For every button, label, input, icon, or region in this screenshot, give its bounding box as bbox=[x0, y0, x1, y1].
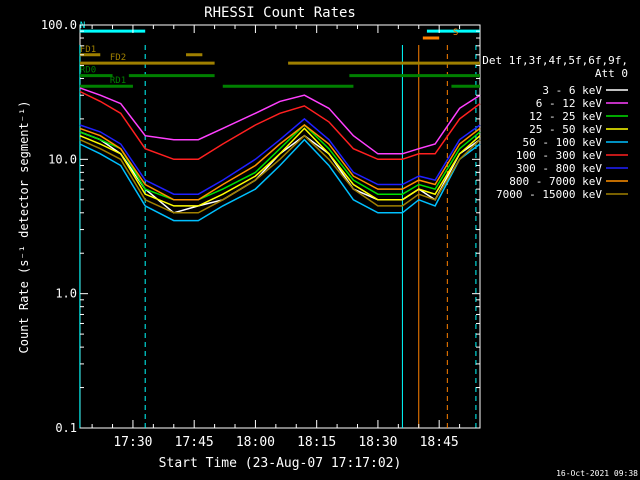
flag-bar-label-3: FD2 bbox=[110, 53, 126, 63]
legend-label-1: 6 - 12 keV bbox=[536, 97, 603, 110]
series-line-1 bbox=[79, 87, 481, 155]
chart-title: RHESSI Count Rates bbox=[204, 5, 356, 21]
flag-bar-label-5: RD1 bbox=[110, 76, 126, 86]
x-axis-label: Start Time (23-Aug-07 17:17:02) bbox=[159, 456, 402, 471]
series-line-6 bbox=[79, 117, 481, 195]
flag-bar-label-2: FD1 bbox=[80, 45, 96, 55]
y-tick-label-3: 100.0 bbox=[41, 18, 77, 32]
footer-timestamp: 16-Oct-2021 09:38 bbox=[556, 469, 638, 478]
flag-bar-label-0: N bbox=[80, 21, 85, 31]
flag-bar-label-4: RD0 bbox=[80, 66, 96, 76]
legend-header-0: Det 1f,3f,4f,5f,6f,9f, bbox=[482, 54, 628, 67]
x-tick-label-0: 17:30 bbox=[113, 435, 152, 450]
legend-label-6: 300 - 800 keV bbox=[516, 162, 602, 175]
y-axis-label: Count Rate (s⁻¹ detector segment⁻¹) bbox=[17, 101, 31, 354]
series-line-2 bbox=[79, 123, 481, 201]
flag-bars: N S FD1 FD2 RD0 RD1 bbox=[79, 21, 480, 88]
legend-label-8: 7000 - 15000 keV bbox=[496, 188, 602, 201]
x-axis-ticks: 17:30 17:45 18:00 18:15 18:30 18:45 bbox=[91, 25, 461, 450]
legend-label-3: 25 - 50 keV bbox=[529, 123, 602, 136]
x-tick-label-5: 18:45 bbox=[420, 435, 459, 450]
x-tick-label-2: 18:00 bbox=[236, 435, 275, 450]
series-line-4 bbox=[79, 138, 481, 222]
x-tick-label-1: 17:45 bbox=[175, 435, 214, 450]
x-tick-label-3: 18:15 bbox=[297, 435, 336, 450]
series-line-7 bbox=[79, 124, 481, 201]
legend-label-4: 50 - 100 keV bbox=[523, 136, 603, 149]
series-line-3 bbox=[79, 127, 481, 207]
y-tick-label-0: 0.1 bbox=[55, 421, 77, 435]
y-tick-label-1: 1.0 bbox=[55, 287, 77, 301]
legend-label-2: 12 - 25 keV bbox=[529, 110, 602, 123]
vertical-markers bbox=[79, 45, 477, 428]
legend-label-0: 3 - 6 keV bbox=[542, 84, 602, 97]
series-lines bbox=[79, 87, 481, 222]
y-tick-label-2: 10.0 bbox=[48, 152, 77, 166]
legend-label-5: 100 - 300 keV bbox=[516, 149, 602, 162]
legend-label-7: 800 - 7000 keV bbox=[509, 175, 602, 188]
y-axis-ticks: 0.1 1.0 10.0 100.0 bbox=[41, 18, 480, 435]
series-line-8 bbox=[79, 134, 481, 214]
series-line-5 bbox=[79, 90, 481, 161]
plot-area: N S FD1 FD2 RD0 RD1 0.1 1.0 10.0 100.0 17:30 17:4… bbox=[41, 18, 481, 450]
flag-bar-label-1: S bbox=[453, 28, 458, 38]
legend-header-1: Att 0 bbox=[595, 67, 628, 80]
x-tick-label-4: 18:30 bbox=[358, 435, 397, 450]
